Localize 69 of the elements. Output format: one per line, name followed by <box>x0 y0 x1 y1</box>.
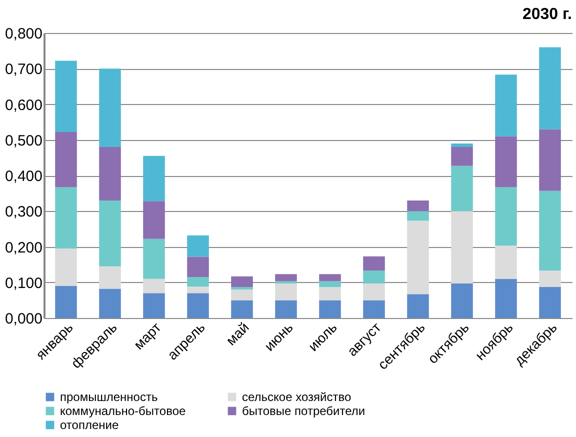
chart-title: 2030 г. <box>522 6 572 23</box>
bar <box>363 300 385 318</box>
bar <box>187 286 209 294</box>
bar <box>143 201 165 239</box>
x-tick-label: май <box>222 319 252 348</box>
y-tick-label: 0,300 <box>4 204 42 221</box>
bar <box>319 281 341 288</box>
bar <box>495 278 517 318</box>
bar <box>539 129 561 191</box>
bar <box>495 74 517 136</box>
legend-label: коммунально-бытовое <box>60 404 186 418</box>
legend-label: сельское хозяйство <box>242 390 352 404</box>
bar <box>495 136 517 188</box>
bar <box>539 47 561 130</box>
bar <box>319 300 341 318</box>
bar <box>187 235 209 257</box>
bar <box>231 276 253 288</box>
bar <box>407 211 429 221</box>
bar <box>55 248 77 286</box>
bar <box>55 187 77 249</box>
bar <box>319 287 341 300</box>
bar <box>275 274 297 282</box>
bar <box>539 287 561 318</box>
bar <box>539 270 561 288</box>
bar <box>143 293 165 318</box>
bar <box>407 220 429 294</box>
bar <box>451 211 473 284</box>
legend-label: промышленность <box>60 390 158 404</box>
bar <box>495 246 517 279</box>
y-tick-label: 0,000 <box>4 310 42 328</box>
y-tick-label: 0,600 <box>4 96 42 114</box>
y-tick-label: 0,700 <box>4 61 42 78</box>
bar <box>451 143 473 147</box>
bar <box>231 300 253 318</box>
bar <box>99 266 121 289</box>
bar <box>99 200 121 266</box>
legend-label: бытовые потребители <box>242 404 366 418</box>
y-tick-label: 0,200 <box>4 239 42 256</box>
bar <box>143 278 165 294</box>
bar <box>319 274 341 282</box>
bar <box>55 60 77 132</box>
bar <box>363 270 385 284</box>
bar <box>451 166 473 212</box>
bar <box>187 277 209 287</box>
bar <box>407 294 429 318</box>
y-tick-label: 0,400 <box>4 168 42 185</box>
bar <box>275 283 297 300</box>
bar <box>275 300 297 318</box>
bar <box>407 200 429 212</box>
bar <box>55 132 77 188</box>
bar <box>495 187 517 246</box>
bar <box>451 147 473 166</box>
bar <box>363 256 385 271</box>
bar <box>231 290 253 300</box>
bar <box>55 286 77 318</box>
legend-label: отопление <box>60 418 119 432</box>
y-tick-label: 0,500 <box>4 132 42 150</box>
bar <box>143 238 165 279</box>
bar <box>99 288 121 318</box>
bar <box>363 283 385 300</box>
bar <box>187 293 209 318</box>
bar <box>451 283 473 318</box>
bar <box>99 68 121 147</box>
y-tick-label: 0,800 <box>4 26 42 42</box>
y-tick-label: 0,100 <box>4 274 42 292</box>
bar <box>539 190 561 271</box>
bar <box>187 256 209 278</box>
bar <box>143 156 165 202</box>
bar <box>99 147 121 200</box>
